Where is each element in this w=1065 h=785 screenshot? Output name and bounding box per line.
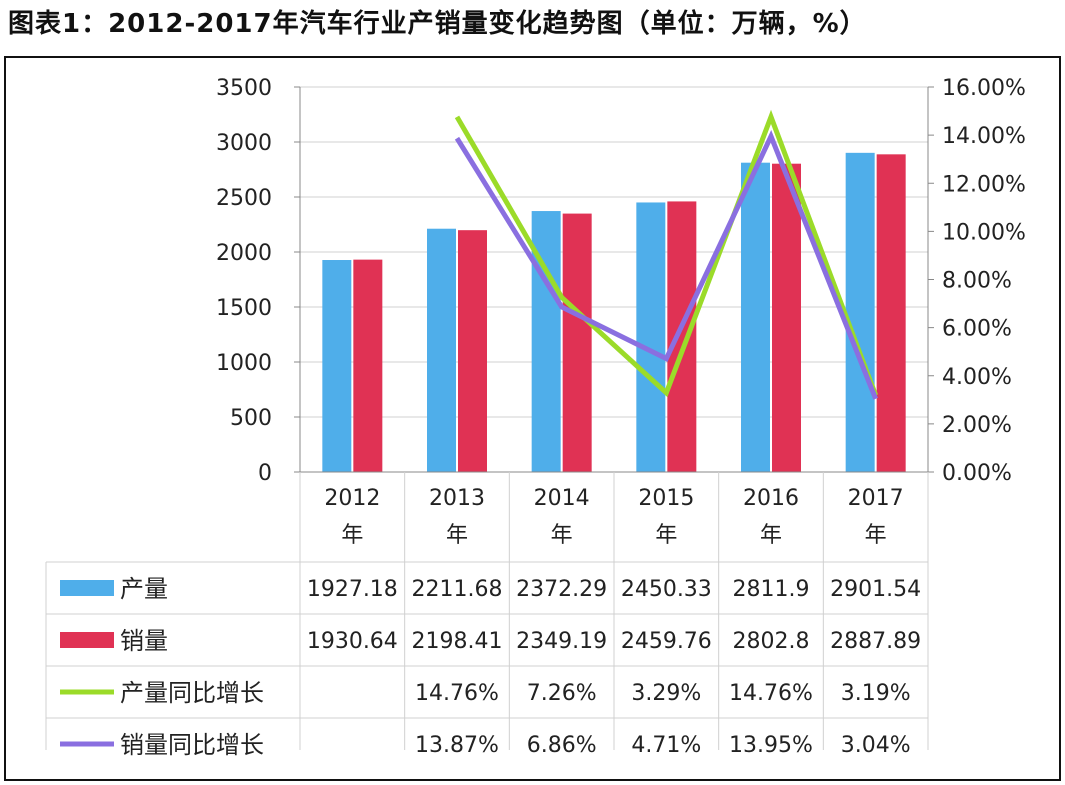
x-axis-tick-label-suffix: 年: [655, 523, 677, 548]
y2-axis-tick-label: 12.00%: [942, 172, 1026, 197]
data-label: 14.76%: [729, 681, 813, 706]
x-axis-tick-label-suffix: 年: [551, 523, 573, 548]
y2-axis-tick-label: 2.00%: [942, 413, 1012, 438]
legend-label: 销量: [120, 627, 168, 655]
bar: [876, 154, 906, 473]
y2-axis-tick-label: 14.00%: [942, 124, 1026, 149]
data-label: 14.76%: [415, 681, 499, 706]
y-axis-tick-label: 0: [258, 461, 272, 486]
data-label: 13.87%: [415, 733, 499, 758]
x-axis-tick-label: 2017: [848, 486, 904, 511]
data-label: 3.19%: [841, 681, 911, 706]
x-axis-tick-label-suffix: 年: [341, 523, 363, 548]
y-axis-tick-label: 1500: [216, 296, 272, 321]
data-label: 1930.64: [307, 629, 398, 654]
series-line: [454, 109, 879, 398]
bar: [667, 201, 697, 473]
y-axis-tick-label: 2000: [216, 241, 272, 266]
bar: [636, 202, 666, 473]
y-axis-tick-label: 3000: [216, 131, 272, 156]
data-label: 7.26%: [527, 681, 597, 706]
y2-axis-tick-label: 8.00%: [942, 269, 1012, 294]
data-label: 2198.41: [412, 629, 503, 654]
y2-axis-tick-label: 4.00%: [942, 365, 1012, 390]
x-axis-tick-label: 2016: [743, 486, 799, 511]
y-axis-tick-label: 3500: [216, 76, 272, 101]
y2-axis-tick-label: 0.00%: [942, 461, 1012, 486]
x-axis-tick-label: 2012: [324, 486, 380, 511]
x-axis-tick-label: 2014: [534, 486, 590, 511]
data-label: 3.04%: [841, 733, 911, 758]
bar: [427, 228, 456, 472]
legend-label: 销量同比增长: [120, 731, 264, 759]
y-axis-tick-label: 1000: [216, 351, 272, 376]
data-label: 2802.8: [733, 629, 810, 654]
y-axis-tick-label: 2500: [216, 186, 272, 211]
bar: [353, 259, 383, 472]
data-label: 13.95%: [729, 733, 813, 758]
legend-swatch: [60, 580, 114, 596]
bar: [458, 230, 487, 472]
data-label: 2349.19: [516, 629, 607, 654]
x-axis-tick-label-suffix: 年: [865, 523, 887, 548]
legend-swatch: [60, 632, 114, 648]
data-label: 1927.18: [307, 577, 398, 602]
x-axis-tick-label-suffix: 年: [446, 523, 468, 548]
data-label: 6.86%: [527, 733, 597, 758]
data-label: 2901.54: [830, 577, 921, 602]
x-axis-tick-label-suffix: 年: [760, 523, 782, 548]
data-label: 2811.9: [733, 577, 810, 602]
bar: [322, 260, 352, 472]
bar: [562, 213, 592, 472]
data-label: 2887.89: [830, 629, 921, 654]
x-axis-tick-label: 2013: [429, 486, 485, 511]
bar: [845, 152, 875, 472]
data-label: 2459.76: [621, 629, 712, 654]
series-line: [454, 130, 878, 400]
bar: [741, 162, 770, 473]
data-label: 2450.33: [621, 577, 712, 602]
y2-axis-tick-label: 16.00%: [942, 76, 1026, 101]
bar: [772, 163, 801, 472]
data-label: 2211.68: [412, 577, 503, 602]
data-label: 2372.29: [516, 577, 607, 602]
legend-label: 产量: [120, 575, 168, 603]
y2-axis-tick-label: 10.00%: [942, 220, 1026, 245]
y2-axis-tick-label: 6.00%: [942, 317, 1012, 342]
legend-label: 产量同比增长: [120, 679, 264, 707]
data-label: 4.71%: [631, 733, 701, 758]
y-axis-tick-label: 500: [230, 406, 272, 431]
data-label: 3.29%: [631, 681, 701, 706]
chart-title: 图表1：2012-2017年汽车行业产销量变化趋势图（单位：万辆，%）: [8, 9, 867, 39]
x-axis-tick-label: 2015: [638, 486, 694, 511]
